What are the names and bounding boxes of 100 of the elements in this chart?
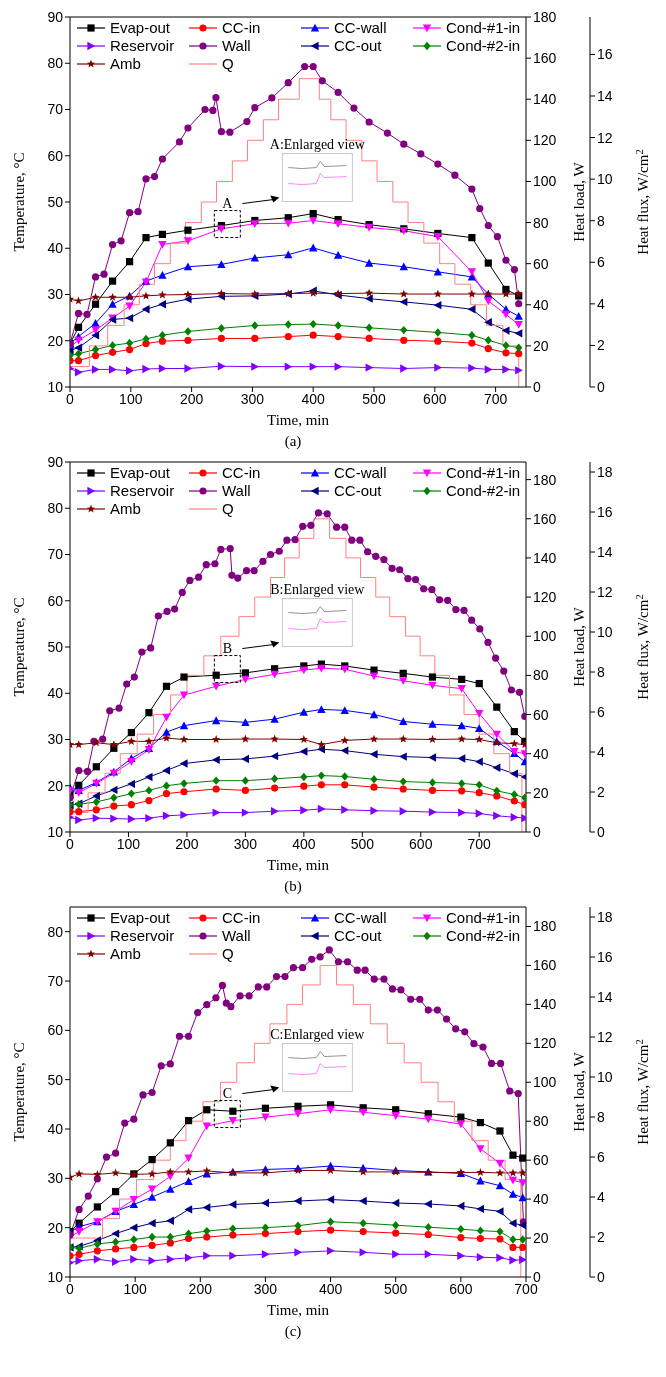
y3-tick-label: 12	[597, 1028, 613, 1045]
x-tick-label: 600	[423, 390, 447, 407]
y2-tick-label: 0	[533, 1268, 541, 1285]
x-tick-label: 0	[66, 390, 75, 407]
legend-label: Reservoir	[110, 927, 175, 944]
y2-tick-label: 20	[533, 1230, 549, 1247]
y-tick-label: 60	[47, 1022, 64, 1039]
x-axis-title: Time, min	[267, 857, 330, 873]
y2-tick-label: 80	[533, 1113, 549, 1130]
y2-tick-label: 120	[533, 1035, 557, 1052]
x-axis-title: Time, min	[267, 1302, 330, 1318]
y2-tick-label: 160	[533, 957, 557, 974]
y3-tick-label: 4	[597, 1188, 605, 1205]
x-tick-label: 700	[467, 835, 492, 852]
y-tick-label: 20	[47, 332, 64, 349]
legend-label: Wall	[222, 927, 251, 944]
y2-tick-label: 160	[533, 50, 557, 67]
y-tick-label: 60	[47, 592, 64, 609]
y-tick-label: 60	[47, 147, 64, 164]
legend-label: Cond-#1-in	[446, 464, 521, 481]
annotation: A	[222, 195, 234, 211]
y-tick-label: 50	[47, 193, 64, 210]
x-tick-label: 100	[123, 1280, 148, 1297]
y3-tick-label: 10	[597, 1068, 613, 1085]
y2-tick-label: 120	[533, 589, 557, 606]
y3-tick-label: 16	[597, 46, 613, 63]
legend-label: Wall	[222, 37, 251, 54]
y-tick-label: 30	[47, 286, 64, 303]
x-tick-label: 500	[350, 835, 375, 852]
x-tick-label: 200	[179, 390, 204, 407]
x-tick-label: 300	[253, 1280, 278, 1297]
y-tick-label: 90	[47, 453, 64, 470]
y2-tick-label: 180	[533, 8, 557, 25]
y3-tick-label: 14	[597, 87, 613, 104]
y2-tick-label: 80	[533, 667, 549, 684]
y3-tick-label: 4	[597, 295, 605, 312]
y2-tick-label: 0	[533, 823, 541, 840]
text: (a)	[283, 433, 303, 451]
y2-tick-label: 40	[533, 296, 549, 313]
annotation: B	[222, 640, 232, 656]
y-axis-title: Temperature, °C	[11, 1042, 27, 1142]
y-tick-label: 80	[47, 500, 64, 517]
y3-tick-label: 16	[597, 503, 613, 520]
y2-tick-label: 140	[533, 91, 557, 108]
text: (c)	[283, 1323, 303, 1341]
y3-tick-label: 8	[597, 1108, 605, 1125]
y3-tick-label: 8	[597, 663, 605, 680]
y2-tick-label: 100	[533, 628, 557, 645]
y2-tick-label: 180	[533, 918, 557, 935]
x-tick-label: 100	[119, 390, 143, 407]
y-tick-label: 10	[47, 823, 64, 840]
legend-label: Evap-out	[110, 464, 171, 481]
annotation: C	[222, 1085, 232, 1101]
y2-tick-label: 180	[533, 471, 557, 488]
y2-tick-label: 140	[533, 996, 557, 1013]
text: (b)	[283, 878, 303, 896]
y3-tick-label: 10	[597, 623, 613, 640]
y3-tick-label: 6	[597, 1148, 605, 1165]
legend-label: Cond-#2-in	[446, 482, 521, 499]
y3-tick-label: 2	[597, 783, 605, 800]
legend-label: CC-in	[222, 909, 261, 926]
y2-tick-label: 40	[533, 1191, 549, 1208]
legend-label: Wall	[222, 482, 251, 499]
annotation: A:Enlarged view	[269, 136, 366, 152]
y3-tick-label: 18	[597, 908, 613, 925]
y-tick-label: 70	[47, 546, 64, 563]
y-tick-label: 50	[47, 638, 64, 655]
y3-tick-label: 14	[597, 543, 613, 560]
y3-tick-label: 10	[597, 171, 613, 188]
x-tick-label: 700	[483, 390, 508, 407]
y2-tick-label: 20	[533, 337, 549, 354]
y-tick-label: 10	[47, 1268, 64, 1285]
x-tick-label: 0	[66, 835, 75, 852]
y2-tick-label: 140	[533, 549, 557, 566]
y-tick-label: 40	[47, 685, 64, 702]
y-tick-label: 10	[47, 378, 64, 395]
y2-tick-label: 100	[533, 173, 557, 190]
y3-tick-label: 4	[597, 743, 605, 760]
y-tick-label: 20	[47, 777, 64, 794]
legend-label: Q	[222, 500, 234, 517]
x-tick-label: 300	[240, 390, 265, 407]
x-tick-label: 400	[292, 835, 316, 852]
y2-tick-label: 80	[533, 214, 549, 231]
legend-label: Cond-#2-in	[446, 927, 521, 944]
x-tick-label: 400	[318, 1280, 343, 1297]
x-tick-label: 500	[384, 1280, 408, 1297]
y3-tick-label: 6	[597, 703, 605, 720]
x-tick-label: 300	[233, 835, 258, 852]
y-tick-label: 40	[47, 1120, 64, 1137]
x-tick-label: 600	[409, 835, 433, 852]
legend-label: CC-wall	[334, 19, 387, 36]
y2-axis-title: Heat load, W	[571, 1051, 587, 1132]
legend-label: Evap-out	[110, 19, 171, 36]
x-tick-label: 600	[449, 1280, 473, 1297]
y-tick-label: 30	[47, 1170, 64, 1187]
y-tick-label: 70	[47, 101, 64, 118]
y-tick-label: 50	[47, 1071, 64, 1088]
y2-axis-title: Heat load, W	[571, 606, 587, 687]
y2-tick-label: 60	[533, 255, 549, 272]
y3-tick-label: 2	[597, 1228, 605, 1245]
